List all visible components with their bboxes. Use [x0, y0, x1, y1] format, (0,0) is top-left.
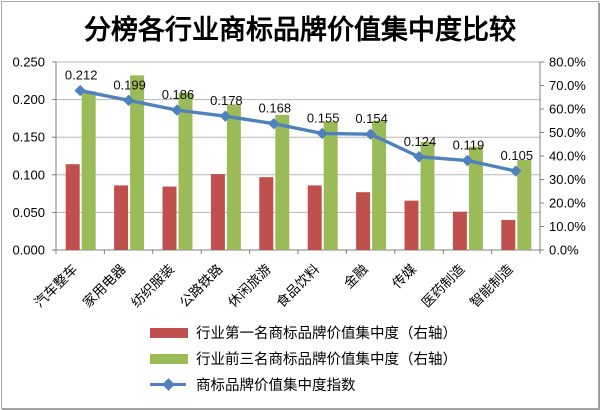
legend-swatch-green-bar — [150, 353, 188, 364]
right-axis-tick-label: 10.0% — [549, 219, 586, 234]
line-data-label: 0.186 — [162, 87, 195, 102]
category-label: 传媒 — [389, 261, 419, 291]
left-axis-tick-label: 0.250 — [12, 55, 45, 70]
line-marker-diamond — [510, 165, 522, 177]
bar-first-place — [307, 185, 322, 250]
bar-first-place — [452, 211, 467, 250]
line-data-label: 0.105 — [501, 148, 534, 163]
line-data-label: 0.212 — [65, 68, 98, 83]
line-marker-diamond — [74, 84, 86, 97]
right-axis-tick-label: 30.0% — [549, 172, 586, 187]
line-data-label: 0.155 — [307, 110, 340, 125]
legend-label: 商标品牌价值集中度指数 — [196, 378, 356, 394]
category-label: 医药制造 — [419, 261, 468, 310]
bar-top-three — [130, 75, 145, 251]
category-label: 智能制造 — [467, 261, 516, 310]
line-marker-diamond — [461, 154, 474, 167]
line-data-label: 0.154 — [355, 111, 388, 126]
right-axis-tick-label: 80.0% — [549, 55, 586, 70]
legend-swatch-red-bar — [150, 327, 188, 338]
right-axis-tick-label: 20.0% — [549, 196, 586, 211]
line-marker-diamond — [122, 94, 135, 107]
left-axis-tick-label: 0.100 — [12, 167, 45, 182]
line-marker-diamond — [219, 110, 232, 122]
line-marker-diamond — [171, 104, 183, 116]
category-label: 家用电器 — [79, 260, 129, 310]
category-label: 公路铁路 — [177, 261, 226, 310]
chart-title: 分榜各行业商标品牌价值集中度比较 — [84, 15, 516, 46]
line-data-label: 0.199 — [113, 77, 146, 92]
bar-top-three — [420, 141, 435, 250]
line-data-label: 0.124 — [404, 134, 437, 149]
legend: 行业第一名商标品牌价值集中度（右轴） 行业前三名商标品牌价值集中度（右轴） 商标… — [150, 322, 457, 400]
bar-first-place — [114, 185, 129, 250]
bar-first-place — [210, 174, 225, 250]
line-data-label: 0.119 — [453, 138, 485, 153]
line-marker-diamond — [413, 151, 425, 163]
bar-top-three — [81, 91, 96, 250]
bar-top-three — [517, 159, 532, 250]
plot-area: 0.000 0.050 0.100 0.150 0.200 0.250 0.0% 10.0% 2… — [12, 55, 586, 311]
line-data-label: 0.168 — [259, 101, 292, 116]
category-label: 金融 — [341, 261, 371, 291]
left-axis-tick-label: 0.050 — [12, 205, 45, 220]
bar-top-three — [226, 104, 241, 250]
bar-first-place — [259, 177, 274, 250]
bar-first-place — [162, 186, 177, 250]
line-data-label: 0.178 — [210, 93, 243, 108]
right-axis-tick-label: 0.0% — [549, 243, 579, 258]
bar-top-three — [275, 114, 290, 250]
right-axis-tick-label: 50.0% — [549, 125, 586, 140]
legend-line-diamond-marker — [150, 377, 186, 391]
left-axis-tick-label: 0.000 — [12, 243, 45, 258]
index-line — [79, 88, 517, 173]
bar-first-place — [356, 192, 371, 250]
category-label: 纺织服装 — [128, 262, 177, 311]
diamond-icon — [162, 377, 175, 391]
bar-top-three — [468, 146, 483, 250]
bar-first-place — [501, 219, 516, 250]
category-label: 汽车整车 — [31, 261, 80, 310]
bar-top-three — [323, 121, 338, 250]
legend-label: 行业前三名商标品牌价值集中度（右轴） — [196, 352, 457, 368]
left-axis-tick-label: 0.200 — [12, 92, 45, 107]
right-axis-tick-label: 60.0% — [549, 102, 586, 117]
right-axis-tick-label: 70.0% — [549, 78, 586, 93]
bar-top-three — [372, 120, 387, 250]
line-marker-diamond — [268, 117, 280, 130]
bar-first-place — [404, 200, 419, 250]
line-marker-diamond — [316, 127, 328, 140]
category-label: 食品饮料 — [273, 260, 323, 310]
left-axis-tick-label: 0.150 — [12, 130, 45, 145]
line-marker-diamond — [364, 128, 377, 140]
bar-top-three — [178, 92, 193, 250]
legend-label: 行业第一名商标品牌价值集中度（右轴） — [196, 326, 457, 342]
legend-item-first-place: 行业第一名商标品牌价值集中度（右轴） — [150, 322, 457, 343]
bar-first-place — [65, 164, 80, 250]
right-axis-tick-label: 40.0% — [549, 149, 586, 164]
legend-item-top-three: 行业前三名商标品牌价值集中度（右轴） — [150, 348, 457, 369]
legend-item-index-line: 商标品牌价值集中度指数 — [150, 374, 457, 395]
category-label: 休闲旅游 — [225, 262, 274, 311]
